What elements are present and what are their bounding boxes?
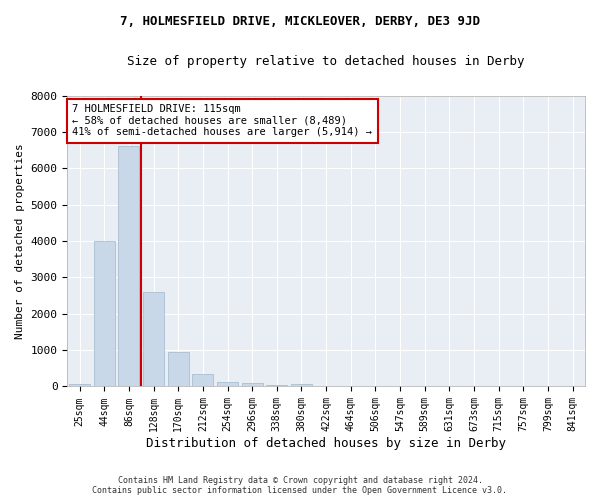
Bar bbox=[217, 382, 238, 386]
Bar bbox=[143, 292, 164, 386]
Bar bbox=[291, 384, 312, 386]
Title: Size of property relative to detached houses in Derby: Size of property relative to detached ho… bbox=[127, 55, 525, 68]
Bar bbox=[94, 241, 115, 386]
X-axis label: Distribution of detached houses by size in Derby: Distribution of detached houses by size … bbox=[146, 437, 506, 450]
Bar bbox=[193, 374, 214, 386]
Bar bbox=[242, 383, 263, 386]
Text: Contains HM Land Registry data © Crown copyright and database right 2024.
Contai: Contains HM Land Registry data © Crown c… bbox=[92, 476, 508, 495]
Y-axis label: Number of detached properties: Number of detached properties bbox=[15, 143, 25, 339]
Text: 7, HOLMESFIELD DRIVE, MICKLEOVER, DERBY, DE3 9JD: 7, HOLMESFIELD DRIVE, MICKLEOVER, DERBY,… bbox=[120, 15, 480, 28]
Bar bbox=[168, 352, 188, 386]
Bar bbox=[69, 384, 90, 386]
Bar bbox=[118, 146, 139, 386]
Text: 7 HOLMESFIELD DRIVE: 115sqm
← 58% of detached houses are smaller (8,489)
41% of : 7 HOLMESFIELD DRIVE: 115sqm ← 58% of det… bbox=[73, 104, 373, 138]
Bar bbox=[266, 384, 287, 386]
